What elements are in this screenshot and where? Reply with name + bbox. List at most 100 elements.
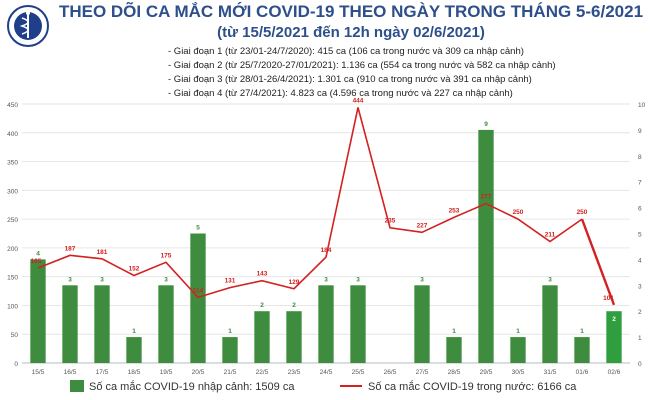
line-series-last-segment: [580, 218, 616, 306]
bar: [574, 337, 590, 363]
bar: [414, 285, 430, 363]
left-tick-label: 200: [7, 246, 18, 253]
x-tick-label: 17/5: [96, 369, 109, 376]
line-series: [37, 107, 583, 299]
bar: [190, 233, 206, 363]
legend: Số ca mắc COVID-19 nhập cảnh: 1509 ca Số…: [40, 378, 640, 396]
bar: [126, 337, 142, 363]
x-tick-label: 28/5: [448, 369, 461, 376]
phase-notes: - Giai đoạn 1 (từ 23/01-24/7/2020): 415 …: [168, 45, 556, 101]
bar-data-label: 9: [484, 121, 488, 128]
right-tick-label: 0: [638, 361, 642, 368]
bar: [222, 337, 238, 363]
legend-label-domestic: Số ca mắc COVID-19 trong nước: 6166 ca: [368, 381, 577, 393]
line-data-label: 277: [481, 194, 492, 201]
legend-item-imported: Số ca mắc COVID-19 nhập cảnh: 1509 ca: [70, 378, 294, 396]
bar-data-label: 5: [196, 225, 200, 232]
x-tick-label: 02/6: [608, 369, 621, 376]
line-data-label: 253: [449, 207, 460, 214]
bar-data-label: 3: [164, 276, 168, 283]
chart-title: THEO DÕI CA MẮC MỚI COVID-19 THEO NGÀY T…: [58, 2, 644, 21]
left-tick-label: 250: [7, 217, 18, 224]
x-tick-label: 24/5: [320, 369, 333, 376]
x-tick-label: 23/5: [288, 369, 301, 376]
line-data-label: 184: [321, 247, 332, 254]
right-tick-label: 4: [638, 257, 642, 264]
left-tick-label: 300: [7, 188, 18, 195]
bar-data-label: 1: [580, 328, 584, 335]
x-tick-label: 19/5: [160, 369, 173, 376]
line-data-label: 227: [417, 222, 428, 229]
line-data-label: 165: [31, 258, 42, 265]
line-data-label: 143: [257, 271, 268, 278]
bar: [254, 311, 270, 363]
line-data-label: 152: [129, 266, 140, 273]
left-tick-label: 50: [11, 332, 19, 339]
note-phase-3: - Giai đoạn 3 (từ 28/01-26/4/2021): 1.30…: [168, 74, 532, 85]
left-tick-label: 450: [7, 102, 18, 109]
right-tick-label: 9: [638, 128, 642, 135]
bar: [94, 285, 110, 363]
line-data-label: 250: [577, 209, 588, 216]
left-tick-label: 350: [7, 160, 18, 167]
x-tick-label: 26/5: [384, 369, 397, 376]
note-phase-4: - Giai đoạn 4 (từ 27/4/2021): 4.823 ca (…: [168, 88, 513, 99]
line-data-label: 250: [513, 209, 524, 216]
bar-data-label: 4: [36, 250, 40, 257]
bar-data-label: 2: [292, 302, 296, 309]
right-tick-label: 8: [638, 154, 642, 161]
note-phase-1: - Giai đoạn 1 (từ 23/01-24/7/2020): 415 …: [168, 46, 524, 57]
bar-data-label: 3: [100, 276, 104, 283]
x-tick-label: 16/5: [64, 369, 77, 376]
x-tick-label: 22/5: [256, 369, 269, 376]
left-tick-label: 400: [7, 131, 18, 138]
bar-data-label: 3: [420, 276, 424, 283]
line-data-label: 131: [225, 278, 236, 285]
bar: [158, 285, 174, 363]
right-tick-label: 2: [638, 309, 642, 316]
bar: [510, 337, 526, 363]
x-tick-label: 01/6: [576, 369, 589, 376]
x-tick-label: 27/5: [416, 369, 429, 376]
line-data-label: 129: [289, 279, 300, 286]
bar-data-label: 2: [612, 316, 616, 323]
legend-label-imported: Số ca mắc COVID-19 nhập cảnh: 1509 ca: [89, 381, 295, 393]
legend-swatch-bar: [70, 380, 84, 392]
bar: [350, 285, 366, 363]
x-tick-label: 30/5: [512, 369, 525, 376]
bar-data-label: 2: [260, 302, 264, 309]
line-data-label: 114: [193, 287, 204, 294]
line-data-label: 181: [97, 249, 108, 256]
legend-item-domestic: Số ca mắc COVID-19 trong nước: 6166 ca: [340, 378, 576, 396]
legend-swatch-line: [340, 385, 362, 387]
line-data-label: 101: [603, 295, 614, 302]
bar-data-label: 1: [516, 328, 520, 335]
bar-data-label: 3: [356, 276, 360, 283]
x-tick-label: 29/5: [480, 369, 493, 376]
x-tick-label: 25/5: [352, 369, 365, 376]
line-data-label: 175: [161, 252, 172, 259]
bar-data-label: 1: [228, 328, 232, 335]
x-tick-label: 15/5: [32, 369, 45, 376]
note-phase-2: - Giai đoạn 2 (từ 25/7/2020-27/01/2021):…: [168, 60, 556, 71]
right-tick-label: 5: [638, 232, 642, 239]
bar-data-label: 1: [452, 328, 456, 335]
bar: [62, 285, 78, 363]
bar: [606, 311, 622, 363]
ministry-logo: [6, 2, 50, 62]
x-tick-label: 31/5: [544, 369, 557, 376]
right-tick-label: 1: [638, 335, 642, 342]
bar-data-label: 1: [132, 328, 136, 335]
bar: [30, 259, 46, 363]
bar: [478, 129, 494, 363]
right-tick-label: 3: [638, 283, 642, 290]
bar-data-label: 3: [548, 276, 552, 283]
line-data-label: 444: [353, 97, 364, 104]
x-tick-label: 21/5: [224, 369, 237, 376]
x-tick-label: 18/5: [128, 369, 141, 376]
bar-data-label: 3: [324, 276, 328, 283]
line-data-label: 187: [65, 245, 76, 252]
bar-data-label: 3: [68, 276, 72, 283]
x-tick-label: 20/5: [192, 369, 205, 376]
